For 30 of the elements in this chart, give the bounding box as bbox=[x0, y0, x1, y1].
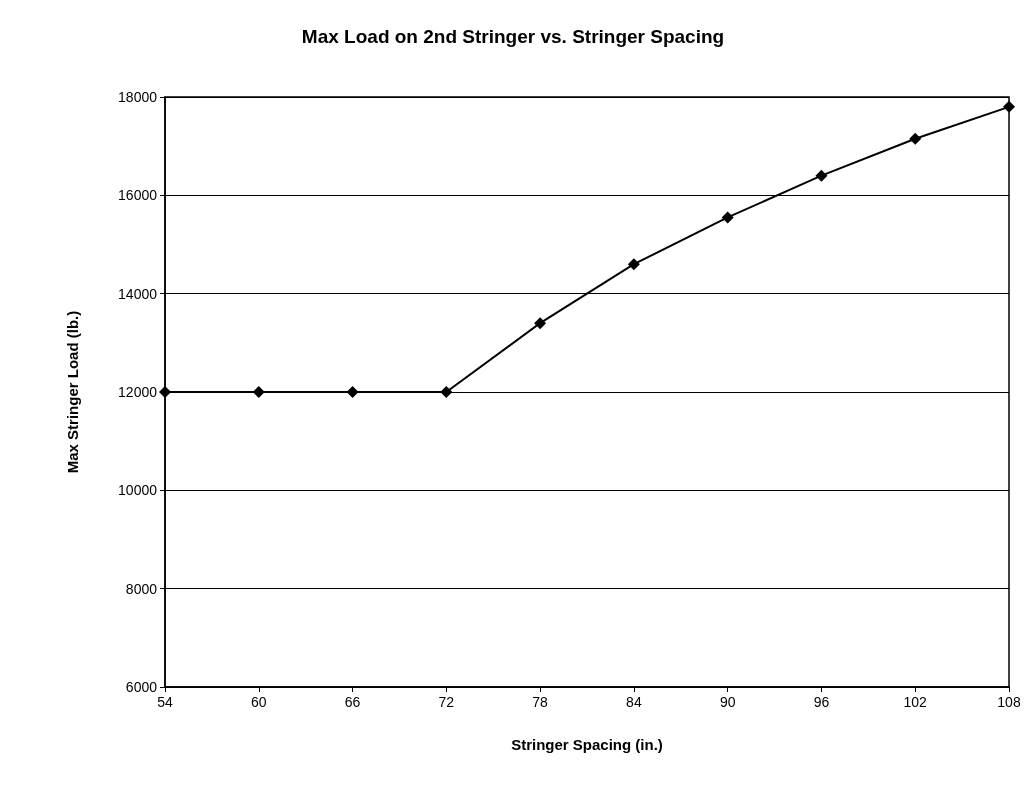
x-tick-label: 84 bbox=[626, 694, 642, 710]
point bbox=[909, 132, 922, 145]
x-tick-label: 90 bbox=[719, 694, 736, 710]
y-tick-label: 6000 bbox=[125, 679, 158, 695]
y-tick-label: 8000 bbox=[125, 580, 158, 597]
x-tick-label: 78 bbox=[532, 694, 549, 710]
point bbox=[346, 386, 359, 398]
point bbox=[721, 211, 734, 224]
x-tick-label: 54 bbox=[157, 694, 173, 710]
x-tick-label: 102 bbox=[903, 694, 928, 710]
y-tick-label: 16000 bbox=[118, 187, 158, 204]
point bbox=[159, 386, 171, 398]
x-tick-label: 72 bbox=[438, 694, 455, 710]
point bbox=[252, 386, 265, 398]
point bbox=[815, 169, 828, 182]
y-tick-label: 10000 bbox=[118, 482, 158, 499]
point bbox=[534, 317, 547, 330]
x-tick-label: 60 bbox=[250, 694, 267, 710]
x-tick-label: 66 bbox=[344, 694, 361, 710]
y-tick-label: 12000 bbox=[118, 384, 158, 400]
point bbox=[627, 258, 640, 271]
point bbox=[1003, 100, 1015, 113]
y-tick-label: 14000 bbox=[118, 285, 158, 302]
x-tick-label: 108 bbox=[997, 694, 1021, 710]
y-axis-title: Max Stringer Load (lb.) bbox=[64, 310, 81, 474]
chart-title: Max Load on 2nd Stringer vs. Stringer Spacing bbox=[301, 26, 725, 47]
point bbox=[440, 386, 453, 398]
x-axis-title: Stringer Spacing (in.) bbox=[511, 736, 663, 753]
y-tick-label: 18000 bbox=[118, 89, 158, 105]
x-tick-label: 96 bbox=[813, 694, 830, 710]
